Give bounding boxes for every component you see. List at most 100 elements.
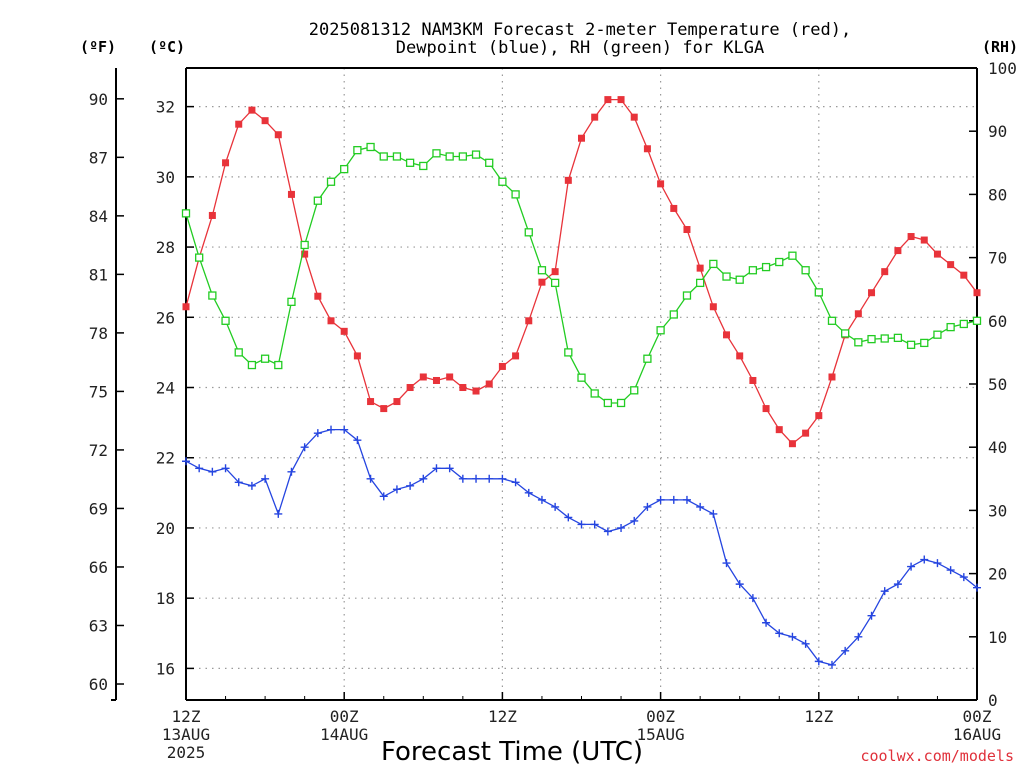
- rh-point: [458, 152, 468, 161]
- temperature-point: [723, 331, 731, 339]
- rh-point: [260, 354, 270, 363]
- dewpoint-point: [801, 639, 810, 648]
- dewpoint-point: [630, 516, 639, 525]
- rh-point: [313, 196, 322, 205]
- dewpoint-point: [814, 657, 823, 666]
- rh-point: [722, 272, 731, 281]
- celsius-tick-label: 30: [156, 168, 175, 187]
- temperature-point: [894, 247, 902, 255]
- rh-point: [590, 389, 599, 398]
- fahrenheit-tick-label: 84: [89, 207, 108, 226]
- fahrenheit-tick-label: 69: [89, 499, 108, 518]
- rh-point: [300, 240, 309, 250]
- rh-point: [419, 161, 428, 171]
- dewpoint-point: [379, 492, 388, 501]
- dewpoint-point: [788, 632, 797, 641]
- temperature-point: [683, 226, 691, 234]
- rh-point: [761, 262, 771, 272]
- temperature-point: [604, 96, 612, 104]
- dewpoint-point: [300, 443, 309, 452]
- rh-tick-label: 100: [988, 59, 1017, 78]
- rh-tick-label: 10: [988, 628, 1007, 647]
- rh-point: [564, 348, 573, 357]
- dewpoint-point: [643, 502, 652, 511]
- dewpoint-line: [185, 428, 978, 666]
- dewpoint-point: [933, 559, 942, 568]
- dewpoint-point: [485, 474, 494, 483]
- rh-tick-label: 40: [988, 438, 1007, 457]
- dewpoint-point: [617, 523, 626, 532]
- dewpoint-point: [511, 478, 520, 487]
- temperature-point: [854, 310, 862, 318]
- celsius-tick-label: 28: [156, 238, 175, 257]
- rh-point: [933, 330, 942, 339]
- fahrenheit-tick-label: 81: [89, 265, 108, 284]
- rh-point: [867, 334, 876, 344]
- rh-point: [208, 291, 217, 300]
- chart-title-line2: Dewpoint (blue), RH (green) for KLGA: [396, 38, 764, 58]
- rh-point: [221, 316, 230, 325]
- rh-point: [920, 338, 929, 348]
- temperature-point: [670, 204, 678, 212]
- rh-point: [696, 278, 705, 288]
- rh-point: [181, 209, 191, 218]
- x-tick-label: 12Z: [804, 707, 833, 726]
- celsius-tick-label: 18: [156, 589, 175, 608]
- temperature-point: [736, 352, 744, 360]
- temperature-point: [459, 384, 467, 392]
- temperature-point: [788, 440, 796, 448]
- rh-point: [234, 348, 243, 357]
- rh-point: [379, 152, 388, 161]
- rh-tick-label: 20: [988, 565, 1007, 584]
- dewpoint-point: [445, 464, 454, 473]
- rh-line: [185, 146, 978, 404]
- temperature-point: [630, 113, 638, 121]
- dewpoint-point: [959, 573, 968, 582]
- x-tick-label: 00Z: [963, 707, 992, 726]
- temperature-point: [643, 145, 651, 153]
- temperature-point: [222, 159, 230, 167]
- rh-point: [195, 253, 204, 262]
- rh-tick-label: 80: [988, 185, 1007, 204]
- dewpoint-point: [406, 481, 415, 490]
- fahrenheit-tick-label: 66: [89, 558, 108, 577]
- rh-point: [366, 142, 375, 152]
- dewpoint-point: [551, 502, 560, 511]
- temperature-point: [617, 96, 625, 104]
- temperature-point: [432, 376, 440, 384]
- rh-point: [550, 278, 560, 288]
- dewpoint-point: [762, 618, 771, 627]
- rh-point: [485, 158, 494, 167]
- dewpoint-point: [195, 464, 204, 473]
- dewpoint-point: [564, 513, 573, 522]
- x-tick-label: 00Z: [330, 707, 359, 726]
- fahrenheit-tick-label: 90: [89, 90, 108, 109]
- dewpoint-point: [973, 583, 981, 592]
- rh-point: [498, 177, 507, 186]
- dewpoint-point: [946, 566, 955, 575]
- dewpoint-point: [577, 520, 586, 529]
- temperature-point: [591, 113, 599, 121]
- temperature-point: [881, 268, 889, 276]
- rh-point: [801, 266, 810, 275]
- dewpoint-point: [327, 425, 336, 434]
- rh-point: [709, 259, 718, 269]
- grid-layer: [186, 68, 977, 700]
- x-tick-date: 13AUG: [162, 725, 210, 744]
- dewpoint-point: [498, 474, 507, 483]
- x-tick-label: 12Z: [172, 707, 201, 726]
- rh-point: [656, 326, 665, 335]
- rh-point: [471, 150, 481, 159]
- rh-point: [682, 291, 692, 300]
- dewpoint-point: [234, 478, 243, 487]
- dewpoint-point: [854, 632, 863, 641]
- dewpoint-point: [432, 464, 441, 473]
- temperature-point: [920, 236, 928, 244]
- temperature-point: [775, 426, 783, 434]
- rh-point: [326, 177, 336, 186]
- rh-point: [814, 288, 823, 297]
- rh-point: [537, 266, 547, 275]
- rh-point: [775, 257, 784, 267]
- dewpoint-point: [775, 629, 784, 638]
- temperature-point: [960, 271, 968, 279]
